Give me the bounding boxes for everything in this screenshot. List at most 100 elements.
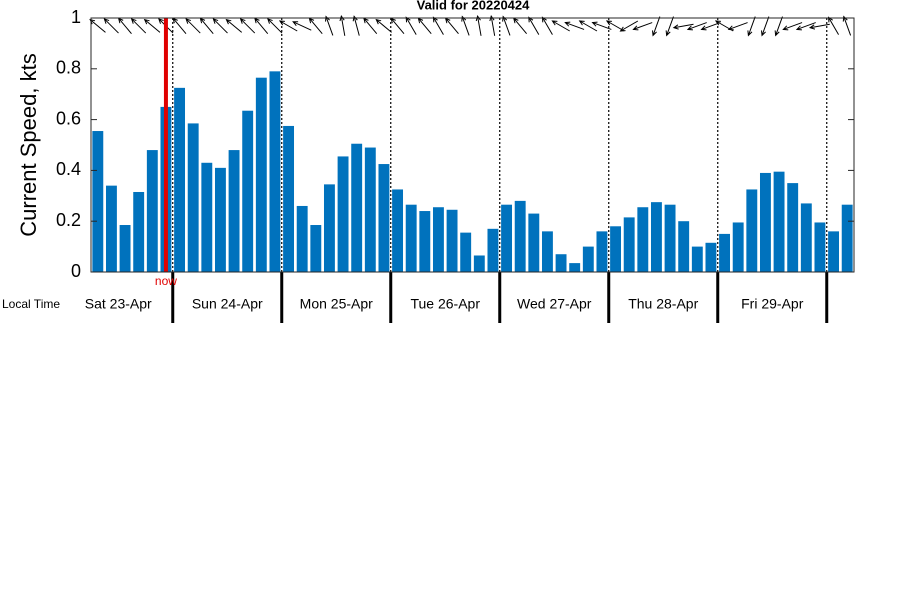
y-tick-label: 0.6: [56, 108, 81, 128]
bar: [719, 233, 731, 272]
direction-arrow: [475, 15, 482, 36]
bar: [174, 87, 186, 272]
direction-arrow: [827, 16, 839, 35]
bar: [432, 207, 444, 272]
bar: [378, 164, 390, 272]
bar: [596, 231, 608, 272]
bar: [732, 222, 744, 272]
direction-arrow: [502, 15, 511, 36]
bar: [828, 231, 840, 272]
direction-arrow: [390, 17, 405, 34]
day-label: Tue 26-Apr: [410, 296, 480, 312]
bar: [487, 228, 499, 272]
direction-arrow: [672, 23, 694, 30]
bar: [446, 209, 458, 272]
bar: [242, 110, 254, 273]
bar: [705, 242, 717, 272]
bar: [337, 156, 349, 272]
direction-arrow: [225, 18, 243, 33]
day-label: Fri 29-Apr: [741, 296, 804, 312]
direction-arrow: [591, 21, 612, 30]
bar: [814, 222, 826, 272]
direction-arrow: [795, 22, 816, 31]
y-tick-label: 1: [71, 7, 81, 27]
bar: [514, 200, 526, 272]
direction-arrow: [405, 16, 417, 35]
bar: [351, 143, 363, 272]
bar: [800, 203, 812, 272]
plot-frame: [90, 17, 855, 273]
bar: [419, 211, 431, 272]
direction-arrow: [267, 18, 283, 34]
direction-arrow: [352, 15, 360, 36]
direction-arrow: [254, 17, 269, 34]
direction-arrow: [808, 23, 830, 30]
bar: [691, 246, 703, 272]
bar: [201, 162, 213, 272]
bar: [759, 172, 771, 272]
direction-arrow: [489, 15, 496, 36]
direction-arrow: [212, 18, 228, 34]
now-label: now: [155, 274, 177, 288]
direction-arrow: [665, 16, 674, 37]
direction-arrow: [185, 18, 201, 34]
bar: [610, 226, 622, 272]
day-label: Mon 25-Apr: [300, 296, 373, 312]
bar: [773, 171, 785, 272]
bar: [650, 202, 662, 272]
direction-arrow: [199, 17, 214, 34]
bar: [541, 231, 553, 272]
direction-arrow: [528, 16, 540, 35]
direction-arrow: [375, 18, 392, 33]
direction-arrow: [363, 17, 378, 34]
bar: [283, 125, 295, 272]
bar: [501, 204, 513, 272]
direction-arrow: [461, 15, 470, 36]
direction-arrow: [842, 15, 852, 36]
bar: [296, 205, 308, 272]
bar: [187, 123, 199, 272]
direction-arrow: [444, 17, 459, 34]
direction-arrow: [774, 16, 783, 37]
bar: [555, 254, 567, 272]
direction-arrow: [292, 21, 312, 31]
x-axis-label: Local Time: [2, 297, 60, 311]
direction-arrow: [513, 17, 527, 34]
bar: [119, 225, 131, 272]
bar: [664, 204, 676, 272]
bar: [787, 183, 799, 272]
direction-arrow: [747, 16, 756, 37]
direction-arrow: [308, 17, 323, 34]
y-tick-label: 0.8: [56, 58, 81, 78]
bar: [582, 246, 594, 272]
direction-arrow: [652, 16, 661, 37]
direction-arrow: [117, 17, 132, 34]
day-label: Sun 24-Apr: [192, 296, 263, 312]
direction-arrow: [632, 22, 653, 31]
direction-arrow: [727, 22, 748, 31]
bar: [255, 77, 267, 272]
bar: [105, 185, 117, 272]
direction-arrow: [551, 20, 570, 32]
bar: [214, 167, 226, 272]
direction-arrow: [417, 17, 432, 34]
bar: [269, 71, 281, 272]
direction-arrow: [619, 20, 639, 32]
direction-arrow: [686, 22, 707, 31]
bar: [637, 207, 649, 272]
direction-arrow: [782, 22, 803, 31]
y-axis-label: Current Speed, kts: [16, 53, 41, 236]
bar: [364, 147, 376, 272]
bar: [405, 204, 417, 272]
direction-arrow: [761, 16, 770, 37]
bar: [392, 189, 404, 272]
direction-arrow: [239, 18, 256, 34]
bar: [323, 184, 335, 272]
direction-arrow: [172, 17, 187, 34]
bar: [228, 150, 240, 272]
direction-arrow: [541, 16, 553, 35]
bar: [310, 225, 322, 272]
direction-arrow: [130, 18, 147, 34]
